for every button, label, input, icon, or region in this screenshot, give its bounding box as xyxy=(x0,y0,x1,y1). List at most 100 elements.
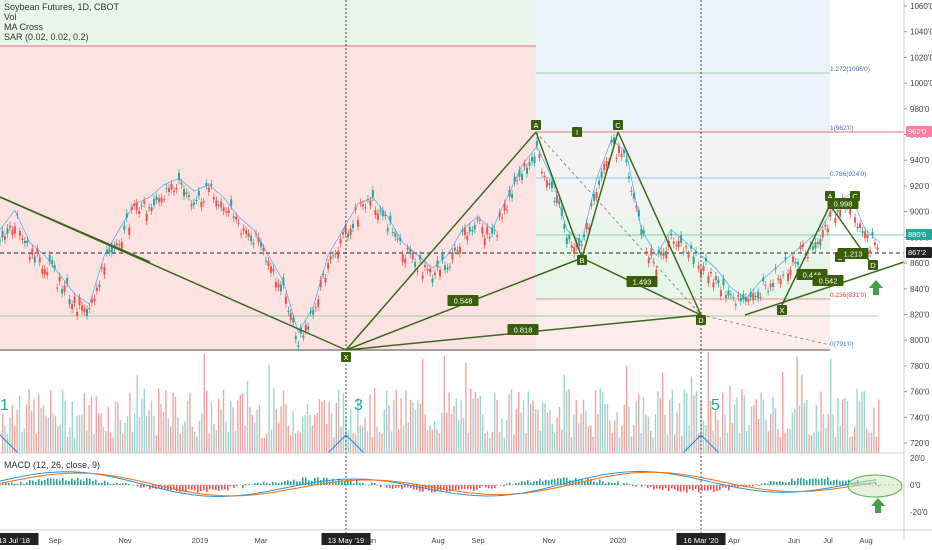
candle-body xyxy=(784,257,787,260)
candle-body xyxy=(247,233,250,237)
candle-body xyxy=(396,238,399,240)
volume-bar xyxy=(40,407,42,453)
macd-hist-bar xyxy=(791,478,793,485)
volume-bar xyxy=(335,403,337,453)
pattern-point-marker xyxy=(577,255,587,265)
candle-body xyxy=(41,268,44,274)
candle-body xyxy=(466,235,469,241)
pattern-labels: XABCDXABCDI0.5480.8181.4930.4460.5420.99… xyxy=(341,66,878,362)
indicator-ma-cross[interactable]: MA Cross xyxy=(4,22,44,32)
volume-bar xyxy=(623,405,625,453)
candle-body xyxy=(138,211,141,214)
macd-hist-bar xyxy=(11,482,13,485)
volume-bar xyxy=(177,417,179,453)
candle-body xyxy=(257,237,260,243)
volume-bar xyxy=(414,409,417,453)
macd-hist-bar xyxy=(440,485,442,491)
macd-hist-bar xyxy=(74,480,76,485)
volume-bar xyxy=(292,411,294,453)
price-tick-label: 980'0 xyxy=(910,105,930,114)
volume-bar xyxy=(450,413,453,453)
volume-bar xyxy=(491,432,493,453)
candle-body xyxy=(108,249,111,253)
indicator-vol[interactable]: Vol xyxy=(4,12,17,22)
candle-body xyxy=(613,137,615,144)
volume-bar xyxy=(117,402,119,453)
volume-bar xyxy=(460,400,462,453)
macd-hist-bar xyxy=(137,485,139,487)
volume-bar xyxy=(729,385,731,453)
volume-bar xyxy=(554,433,556,453)
macd-hist-bar xyxy=(809,478,811,485)
candle-body xyxy=(369,200,372,206)
macd-hist-bar xyxy=(839,480,841,485)
volume-bar xyxy=(376,426,378,453)
volume-bar xyxy=(138,417,141,453)
candle-body xyxy=(409,249,412,254)
time-tick-label: 2020 xyxy=(610,536,627,545)
macd-hist-bar xyxy=(683,485,685,491)
macd-hist-bar xyxy=(503,485,505,487)
volume-bar xyxy=(242,393,244,453)
macd-hist-bar xyxy=(305,477,307,485)
macd-hist-bar xyxy=(140,485,142,488)
macd-tick-label: -20'0 xyxy=(910,508,928,517)
macd-hist-bar xyxy=(599,479,601,485)
volume-bar xyxy=(201,413,203,453)
macd-hist-bar xyxy=(746,485,748,487)
macd-legend[interactable]: MACD (12, 26, close, 9) xyxy=(4,460,101,470)
macd-hist-bar xyxy=(272,482,274,485)
candle-body xyxy=(526,167,528,174)
time-tick-label: Sep xyxy=(48,536,61,545)
volume-bar xyxy=(148,410,150,453)
macd-hist-bar xyxy=(722,485,724,488)
macd-hist-bar xyxy=(488,485,490,489)
macd-hist-bar xyxy=(389,485,391,489)
candle-body xyxy=(123,225,126,231)
price-tick-label: 1040'0 xyxy=(910,28,932,37)
indicator-sar[interactable]: SAR (0.02, 0.02, 0.2) xyxy=(4,32,89,42)
macd-hist-bar xyxy=(230,485,232,487)
volume-bar xyxy=(832,414,834,453)
volume-bar xyxy=(580,413,582,453)
macd-hist-bar xyxy=(248,484,250,485)
volume-bar xyxy=(275,409,277,453)
volume-bar xyxy=(513,434,515,453)
volume-bar xyxy=(854,427,856,453)
candle-body xyxy=(28,257,31,260)
candle-body xyxy=(158,198,161,203)
time-tick-label: Sep xyxy=(471,536,484,545)
macd-tick-label: 0'0 xyxy=(910,481,921,490)
volume-bar xyxy=(738,432,741,453)
candle-body xyxy=(513,176,516,183)
macd-hist-bar xyxy=(530,482,532,485)
volume-bar xyxy=(647,416,649,453)
macd-hist-bar xyxy=(149,485,151,490)
volume-bar xyxy=(165,390,167,453)
volume-bar xyxy=(755,399,757,453)
macd-hist-bar xyxy=(428,485,430,491)
candle-body xyxy=(493,229,496,231)
macd-hist-bar xyxy=(269,483,271,485)
volume-bar xyxy=(129,392,131,453)
volume-bar xyxy=(659,397,661,453)
volume-bar xyxy=(220,408,222,453)
macd-hist-bar xyxy=(386,485,388,488)
candle-body xyxy=(660,251,663,256)
volume-bar xyxy=(206,390,208,453)
macd-hist-bar xyxy=(410,485,412,488)
macd-hist-bar xyxy=(704,485,706,491)
volume-bar xyxy=(777,429,779,453)
volume-bar xyxy=(424,414,426,453)
macd-hist-bar xyxy=(101,482,103,485)
candle-body xyxy=(488,237,491,239)
volume-bar xyxy=(76,415,78,453)
macd-hist-bar xyxy=(719,485,721,491)
candle-body xyxy=(787,273,789,281)
candle-body xyxy=(585,222,588,230)
macd-hist-bar xyxy=(38,479,40,485)
macd-highlight-ellipse xyxy=(847,474,903,498)
candle-body xyxy=(332,255,335,257)
macd-hist-bar xyxy=(236,485,238,486)
